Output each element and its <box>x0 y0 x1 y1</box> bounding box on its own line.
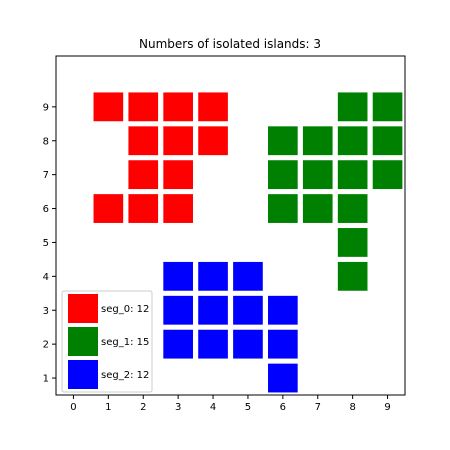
x-axis: 0 1 2 3 4 5 6 7 8 9 <box>70 395 391 413</box>
y-tick-label: 2 <box>43 340 49 351</box>
cell-seg1 <box>337 194 368 223</box>
cell-seg1 <box>302 160 333 190</box>
cell-seg1 <box>337 92 368 122</box>
y-tick-label: 4 <box>43 272 49 283</box>
x-tick-label: 7 <box>315 402 321 413</box>
cell-seg1 <box>337 228 368 257</box>
cell-seg0 <box>128 92 159 122</box>
legend-label: seg_2: 12 <box>101 370 149 381</box>
cell-seg1 <box>372 126 403 156</box>
cell-seg1 <box>372 160 403 190</box>
cell-seg1 <box>337 261 368 291</box>
x-tick-label: 2 <box>140 402 146 413</box>
cell-seg0 <box>198 92 228 122</box>
cell-seg0 <box>128 194 159 223</box>
cell-seg1 <box>337 160 368 190</box>
x-tick-label: 8 <box>349 402 355 413</box>
cell-seg2 <box>233 261 263 291</box>
cell-seg0 <box>128 160 159 190</box>
cell-seg1 <box>268 126 298 156</box>
y-tick-label: 8 <box>43 136 49 147</box>
x-tick-label: 3 <box>175 402 181 413</box>
y-tick-label: 9 <box>43 102 49 113</box>
y-tick-label: 3 <box>43 306 49 317</box>
cell-seg2 <box>163 295 193 325</box>
cell-seg1 <box>302 126 333 156</box>
cell-seg2 <box>198 329 228 359</box>
legend: seg_0: 12 seg_1: 15 seg_2: 12 <box>61 290 153 393</box>
legend-label: seg_0: 12 <box>101 304 149 315</box>
cell-seg0 <box>198 126 228 156</box>
cell-seg1 <box>302 194 333 223</box>
cell-seg2 <box>163 261 193 291</box>
cell-seg1 <box>268 160 298 190</box>
x-tick-label: 5 <box>245 402 251 413</box>
cell-seg2 <box>233 329 263 359</box>
cell-seg2 <box>198 261 228 291</box>
cell-seg1 <box>372 92 403 122</box>
cell-seg2 <box>268 363 298 393</box>
cell-seg2 <box>268 295 298 325</box>
y-tick-label: 1 <box>43 374 49 385</box>
x-tick-label: 4 <box>210 402 216 413</box>
x-tick-label: 6 <box>280 402 286 413</box>
y-tick-label: 7 <box>43 170 49 181</box>
cell-seg1 <box>337 126 368 156</box>
cell-seg2 <box>268 329 298 359</box>
x-tick-label: 0 <box>70 402 76 413</box>
cell-seg0 <box>163 92 193 122</box>
cell-seg2 <box>233 295 263 325</box>
chart-title: Numbers of isolated islands: 3 <box>139 37 321 51</box>
y-axis: 1 2 3 4 5 6 7 8 9 <box>43 102 56 385</box>
x-tick-label: 9 <box>384 402 390 413</box>
legend-swatch <box>68 327 98 356</box>
cell-seg1 <box>268 194 298 223</box>
cell-seg0 <box>163 194 193 223</box>
cell-seg2 <box>163 329 193 359</box>
cell-seg2 <box>198 295 228 325</box>
cell-seg0 <box>93 194 124 223</box>
legend-label: seg_1: 15 <box>101 337 149 348</box>
y-tick-label: 6 <box>43 204 49 215</box>
cell-seg0 <box>128 126 159 156</box>
y-tick-label: 5 <box>43 238 49 249</box>
cells-layer <box>93 92 403 393</box>
legend-swatch <box>68 294 98 323</box>
cell-seg0 <box>163 126 193 156</box>
x-tick-label: 1 <box>105 402 111 413</box>
cell-seg0 <box>93 92 124 122</box>
cell-seg0 <box>163 160 193 190</box>
axes-frame <box>55 55 406 396</box>
legend-swatch <box>68 360 98 389</box>
